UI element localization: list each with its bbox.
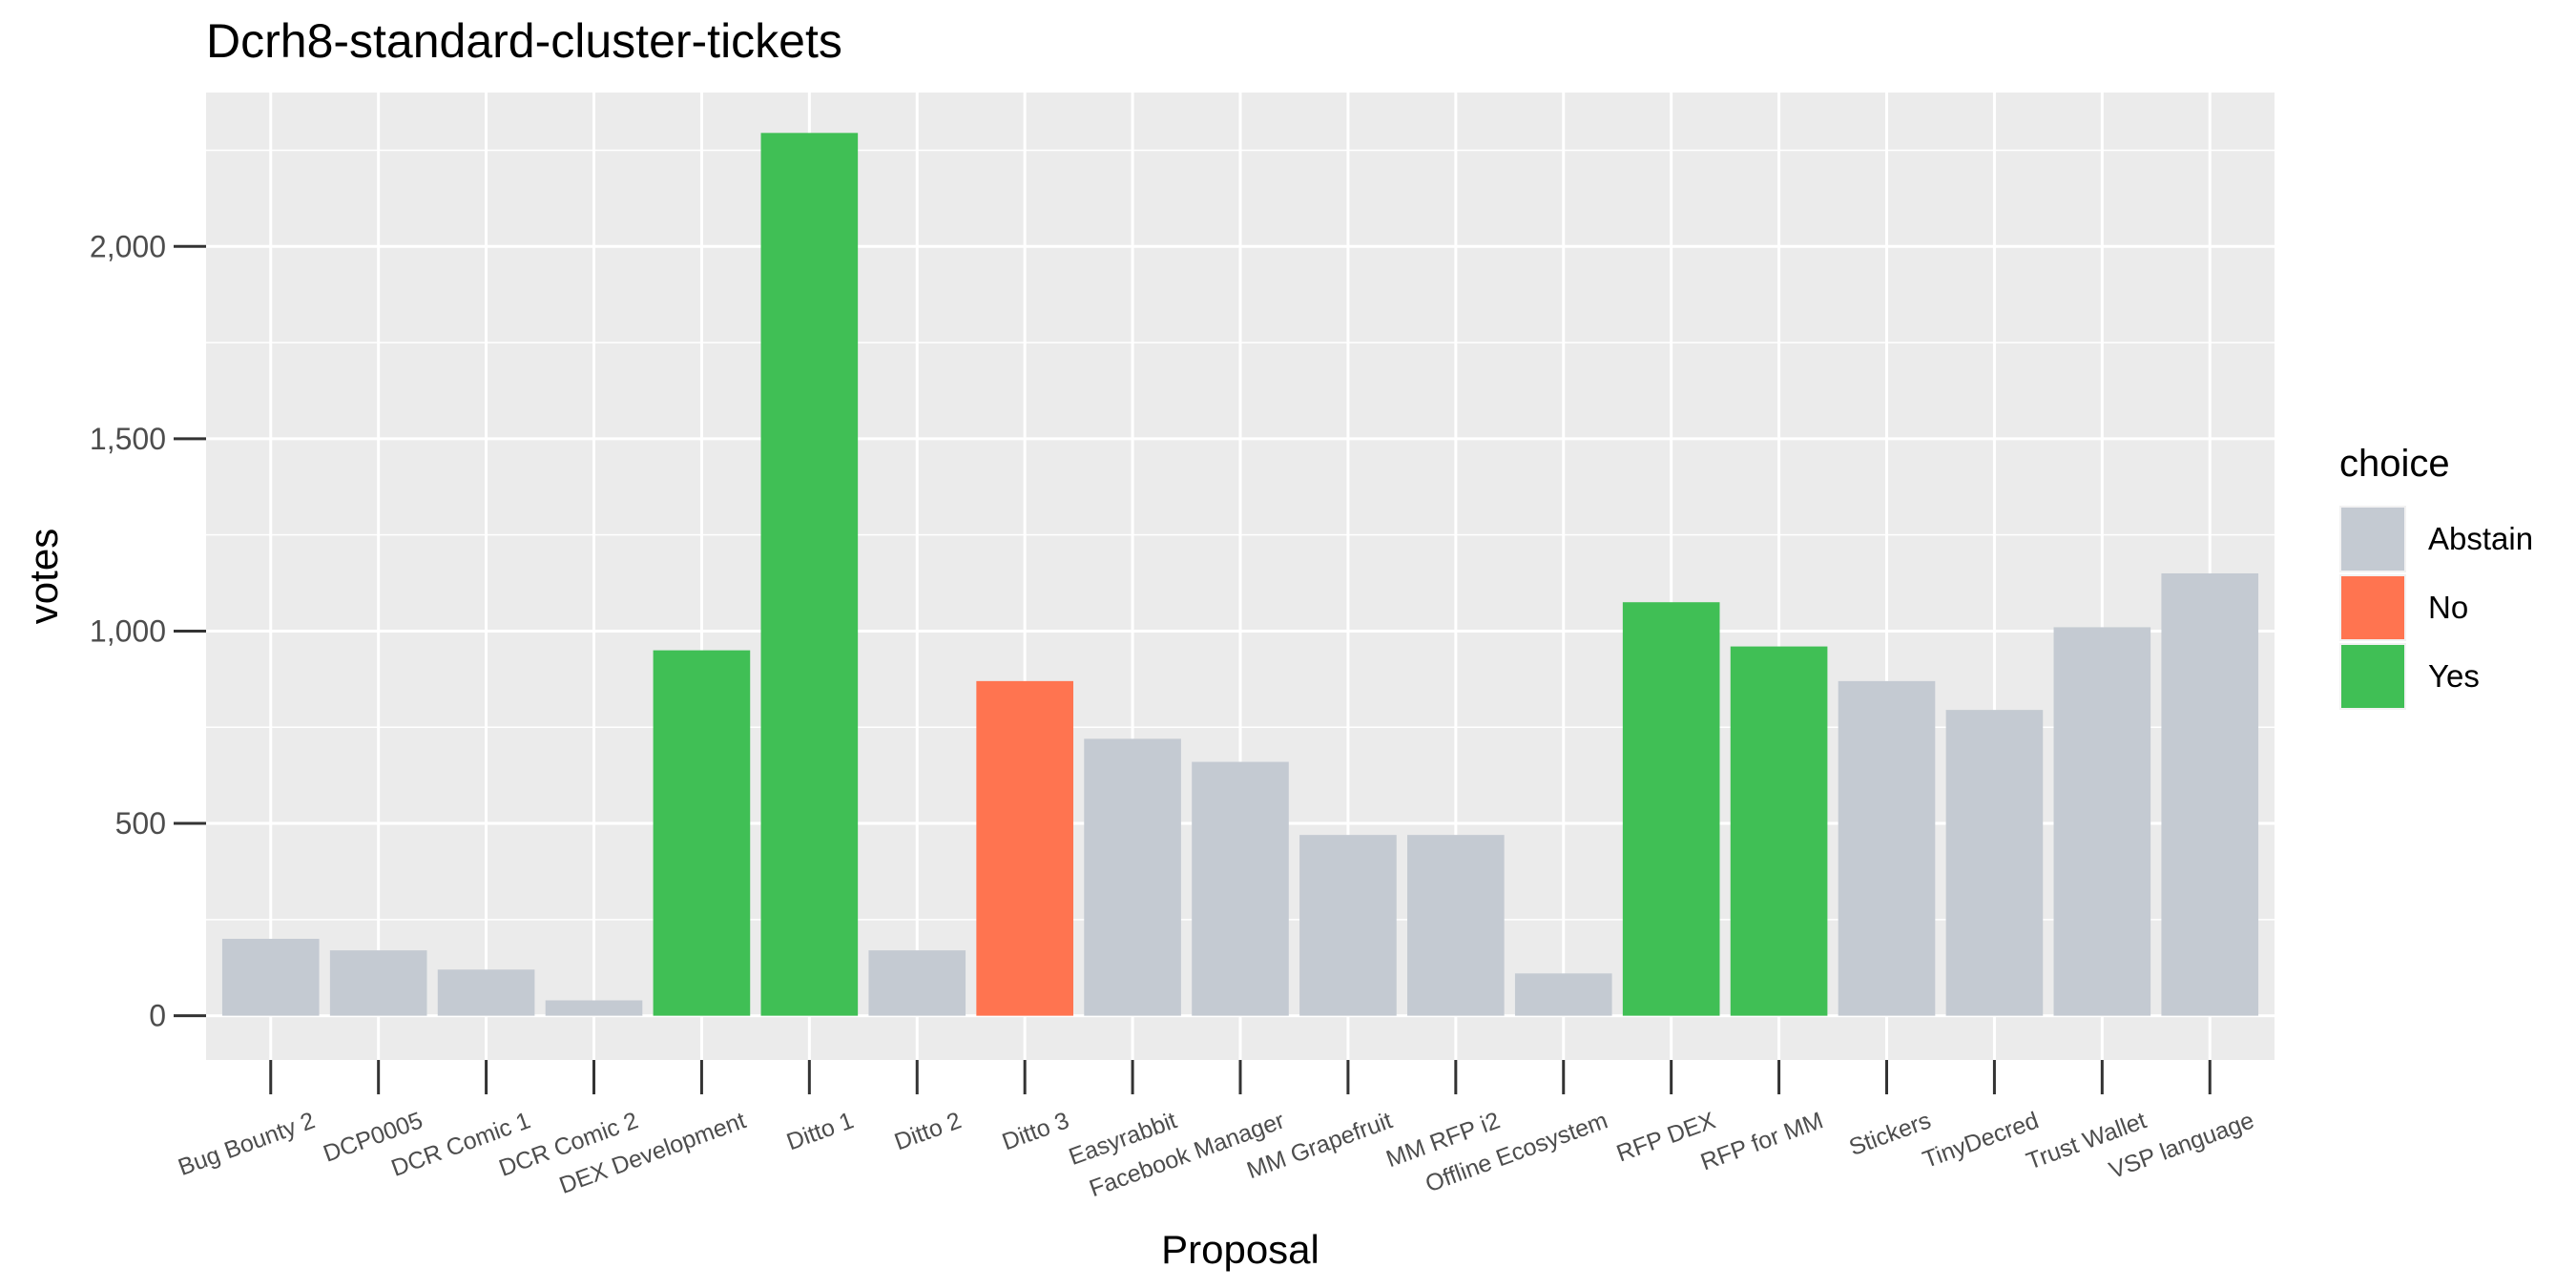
y-tick-label: 1,000 (90, 613, 166, 648)
bar-rfp-for-mm (1730, 646, 1828, 1016)
y-tick-label: 1,500 (90, 422, 166, 456)
x-tick-label: Ditto 1 (783, 1107, 857, 1155)
bar-dcr-comic-2 (545, 1000, 643, 1016)
legend-label-abstain: Abstain (2428, 521, 2533, 556)
bar-bug-bounty-2 (221, 938, 320, 1016)
legend: choice Abstain No Yes (2339, 443, 2533, 710)
x-axis-title: Proposal (1161, 1227, 1319, 1272)
legend-swatch-abstain (2341, 508, 2404, 571)
bar-tinydecred (1945, 710, 2044, 1016)
legend-swatch-no (2341, 576, 2404, 639)
bar-vsp-language (2161, 572, 2259, 1016)
bar-ditto-3 (976, 680, 1073, 1016)
y-tick-label: 500 (115, 806, 166, 841)
bar-dcp0005 (329, 950, 427, 1016)
x-tick-label: Offline Ecosystem (1422, 1107, 1610, 1197)
x-tick-label: Bug Bounty 2 (175, 1107, 319, 1181)
bar-ditto-1 (760, 133, 859, 1016)
x-tick-label: Ditto 3 (999, 1107, 1072, 1155)
bar-mm-rfp-i2 (1407, 835, 1505, 1016)
legend-label-yes: Yes (2428, 658, 2480, 694)
y-tick-label: 2,000 (90, 229, 166, 263)
bar-ditto-2 (868, 950, 966, 1016)
x-tick-label: RFP for MM (1697, 1107, 1827, 1175)
bar-dex-development (653, 650, 751, 1016)
y-tick-label: 0 (149, 999, 166, 1033)
bar-stickers (1838, 680, 1936, 1016)
x-tick-label: DEX Development (556, 1107, 750, 1199)
bar-easyrabbit (1084, 738, 1181, 1016)
y-axis-title: votes (21, 529, 66, 624)
bar-rfp-dex (1622, 602, 1720, 1016)
chart-title: Dcrh8-standard-cluster-tickets (206, 14, 842, 68)
bar-facebook-manager (1192, 761, 1289, 1016)
bar-dcr-comic-1 (437, 969, 535, 1016)
bar-trust-wallet (2053, 627, 2151, 1016)
legend-swatch-yes (2341, 645, 2404, 708)
bar-offline-ecosystem (1514, 973, 1612, 1016)
bars (221, 133, 2259, 1016)
legend-title: choice (2339, 443, 2450, 485)
x-tick-label: TinyDecred (1920, 1107, 2043, 1174)
bar-mm-grapefruit (1299, 835, 1397, 1016)
legend-label-no: No (2428, 590, 2468, 625)
x-tick-label: Ditto 2 (891, 1107, 965, 1155)
y-axis: 0 500 1,000 1,500 2,000 (90, 229, 206, 1033)
